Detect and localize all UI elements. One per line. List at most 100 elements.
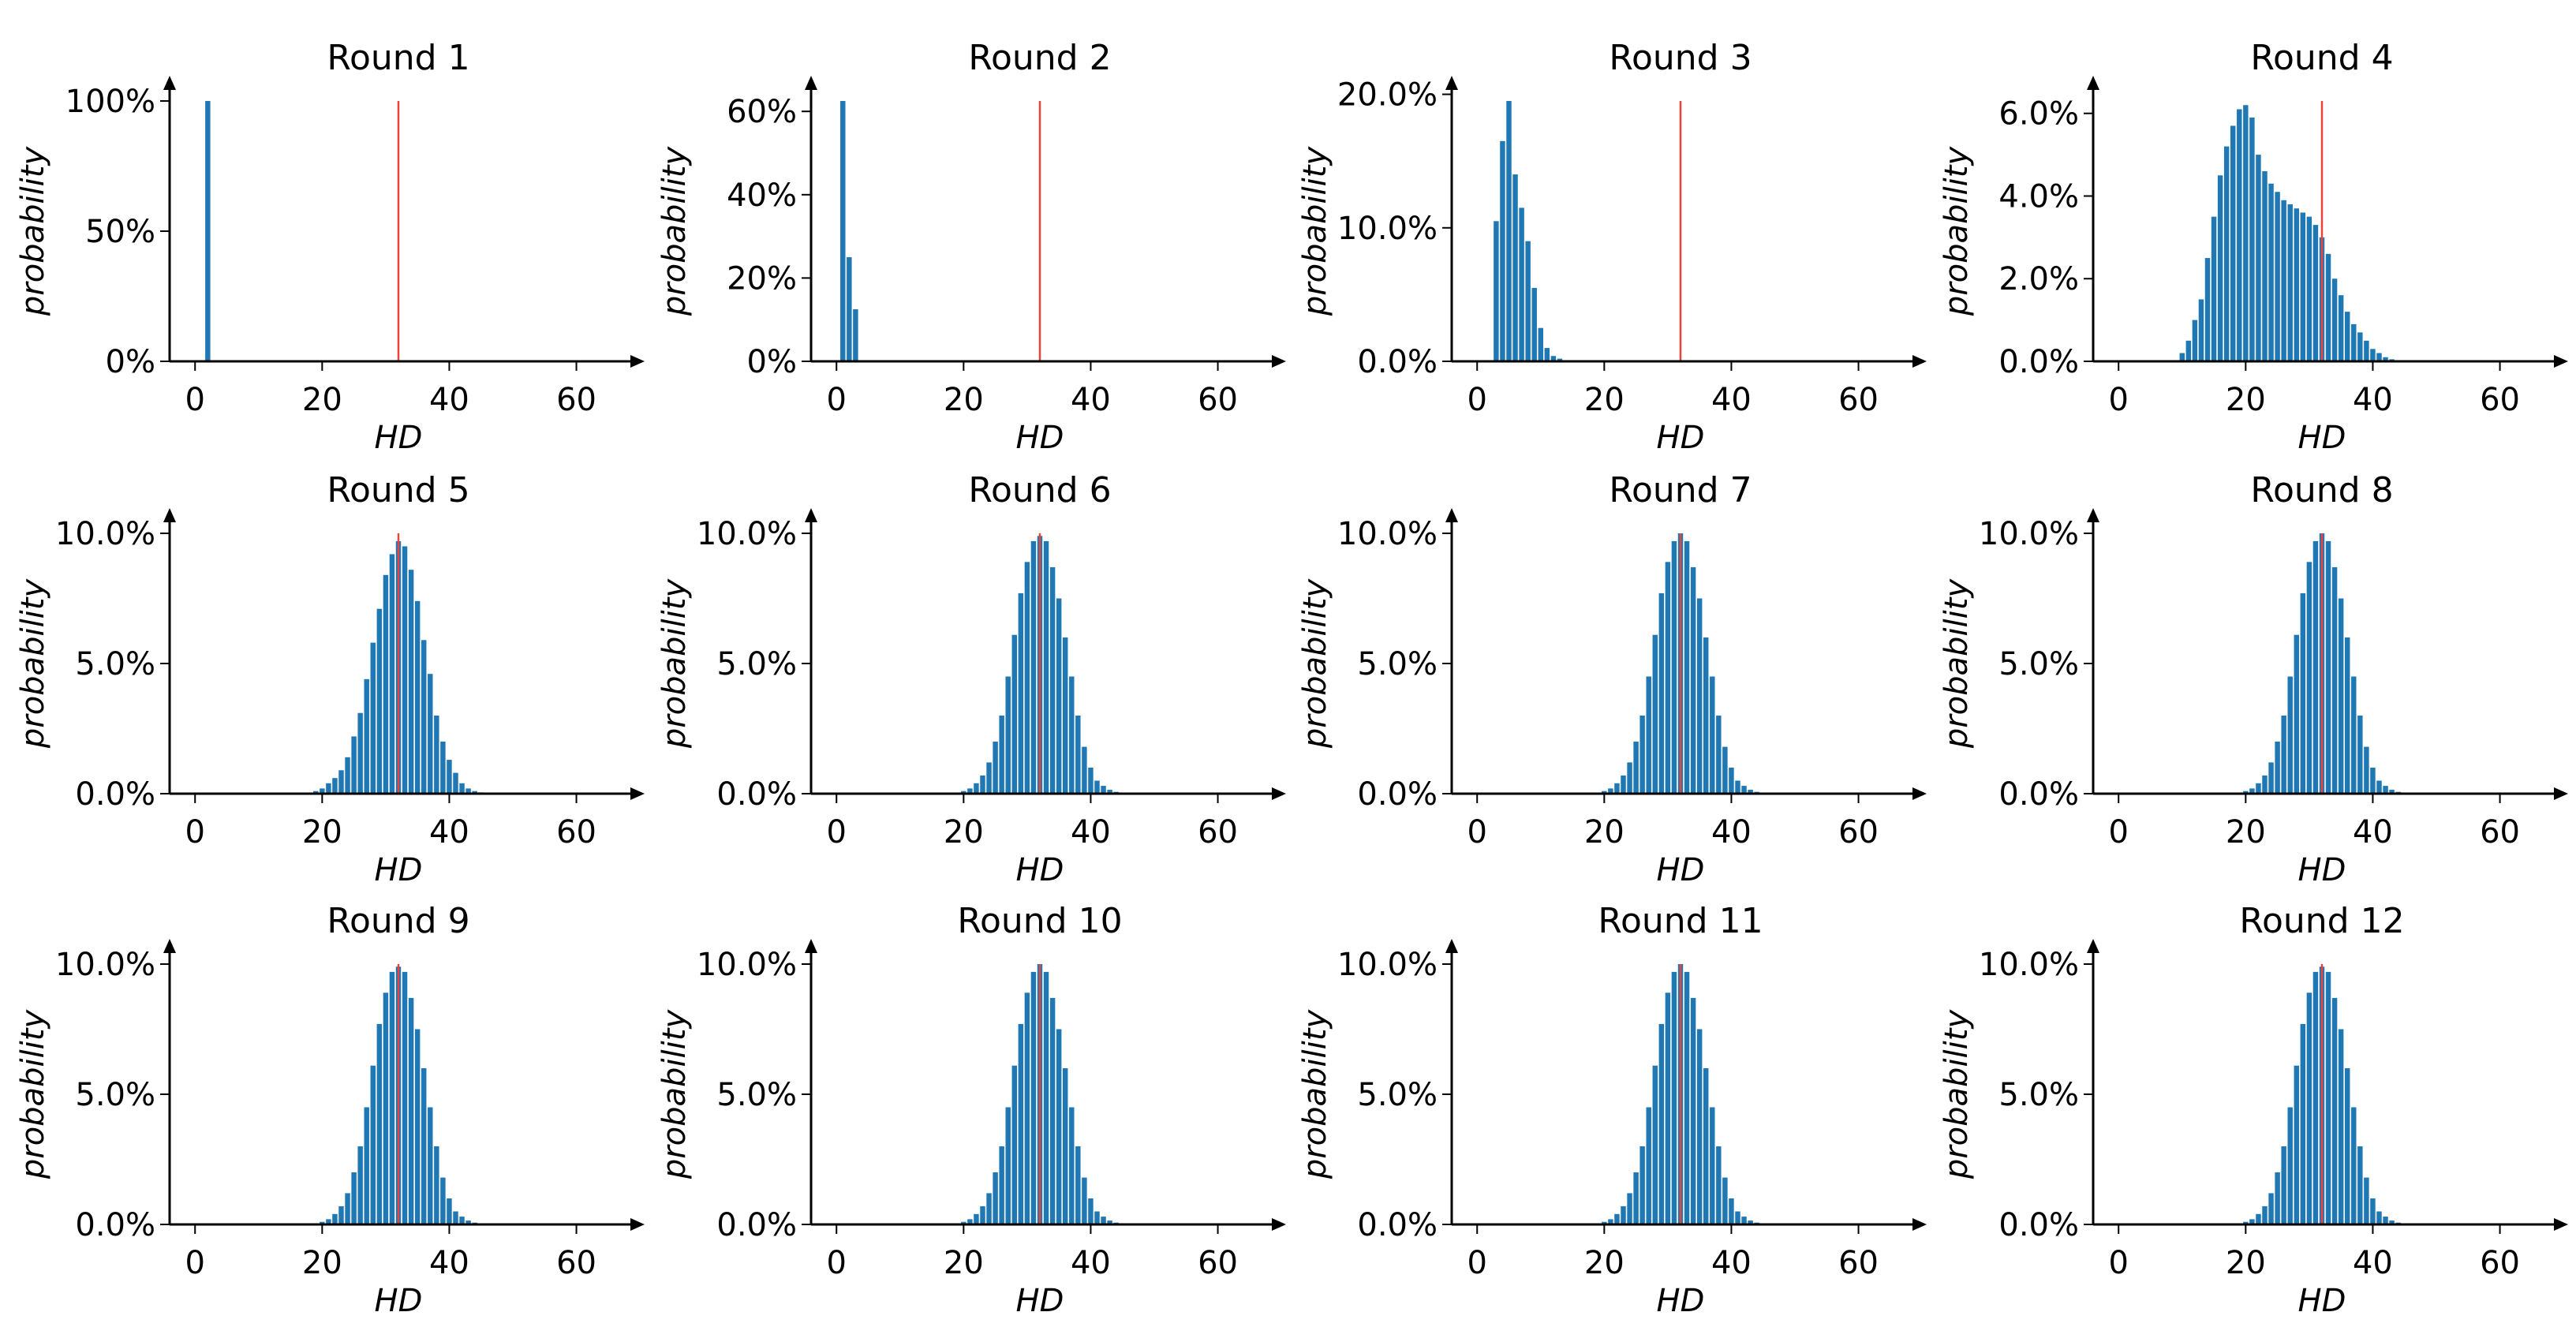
x-axis-arrowhead bbox=[1272, 355, 1286, 368]
y-tick-label: 10.0% bbox=[1337, 516, 1438, 552]
bar bbox=[980, 775, 985, 794]
subplot-title: Round 11 bbox=[1598, 901, 1763, 941]
bar bbox=[1024, 992, 1030, 1224]
y-axis-label: probability bbox=[1297, 578, 1333, 749]
bar bbox=[1005, 676, 1011, 794]
y-tick-label: 60% bbox=[727, 94, 797, 130]
bar bbox=[1011, 1065, 1017, 1224]
bar bbox=[326, 783, 331, 794]
bar bbox=[1608, 1219, 1613, 1224]
bar bbox=[370, 642, 376, 794]
bar bbox=[1018, 1023, 1024, 1224]
bar bbox=[332, 1213, 338, 1224]
bar bbox=[1107, 790, 1112, 794]
bar bbox=[2294, 1065, 2299, 1224]
bar bbox=[326, 1219, 331, 1224]
y-tick-label: 0.0% bbox=[1998, 344, 2079, 380]
bar bbox=[1633, 1172, 1639, 1224]
bar bbox=[338, 1206, 344, 1224]
bar bbox=[1063, 1068, 1068, 1224]
bar bbox=[428, 674, 433, 794]
x-tick-label: 40 bbox=[2353, 1245, 2393, 1281]
bar bbox=[1722, 746, 1728, 794]
bar bbox=[999, 716, 1004, 794]
bar bbox=[986, 762, 992, 794]
x-tick-label: 60 bbox=[1198, 814, 1238, 850]
bar bbox=[1741, 1217, 1747, 1224]
bar bbox=[351, 1172, 357, 1224]
x-tick-label: 0 bbox=[826, 1245, 846, 1281]
bar bbox=[2376, 353, 2382, 361]
bar bbox=[2364, 746, 2369, 794]
x-axis-label: HD bbox=[2298, 420, 2346, 456]
bar bbox=[1608, 788, 1613, 794]
subplot-round-4: 0 20 40 60 0.0% 2.0% 4.0% 6.0% Round 4 HD probabil… bbox=[1939, 38, 2568, 456]
x-tick-label: 60 bbox=[556, 1245, 596, 1281]
y-axis-label: probability bbox=[1939, 578, 1975, 749]
x-axis-label: HD bbox=[1016, 852, 1064, 888]
x-axis-arrowhead bbox=[1272, 1218, 1286, 1231]
bar bbox=[2325, 253, 2331, 361]
bar bbox=[421, 1068, 427, 1224]
bar bbox=[1729, 1198, 1734, 1224]
bar bbox=[389, 971, 395, 1224]
bar bbox=[1538, 327, 1543, 361]
bar bbox=[2383, 357, 2388, 361]
x-axis-arrowhead bbox=[2554, 787, 2568, 800]
x-tick-label: 0 bbox=[1467, 814, 1486, 850]
bar bbox=[2383, 786, 2388, 794]
y-tick-label: 50% bbox=[85, 214, 155, 250]
bar bbox=[1094, 1211, 1100, 1224]
x-tick-label: 20 bbox=[944, 814, 984, 850]
bar bbox=[2389, 790, 2395, 794]
bar bbox=[472, 791, 477, 794]
y-tick-label: 40% bbox=[727, 178, 797, 214]
bar bbox=[1519, 207, 1524, 361]
bar bbox=[1741, 786, 1747, 794]
bar bbox=[2364, 340, 2369, 361]
y-axis-label: probability bbox=[656, 578, 693, 749]
bar bbox=[447, 760, 452, 794]
bar bbox=[428, 1107, 433, 1224]
subplot-title: Round 2 bbox=[968, 38, 1111, 78]
x-tick-label: 60 bbox=[1198, 1245, 1238, 1281]
bar bbox=[440, 1177, 446, 1224]
bar bbox=[1082, 746, 1087, 794]
x-tick-label: 40 bbox=[429, 814, 469, 850]
bar bbox=[1557, 358, 1563, 361]
y-tick-label: 0.0% bbox=[1998, 1207, 2079, 1243]
bar bbox=[986, 1193, 992, 1224]
bar bbox=[1690, 997, 1696, 1224]
y-axis-label: probability bbox=[15, 1009, 51, 1180]
y-axis-arrowhead bbox=[2087, 508, 2099, 522]
subplot-title: Round 6 bbox=[968, 470, 1111, 510]
bar bbox=[1005, 1107, 1011, 1224]
x-tick-label: 40 bbox=[2353, 814, 2393, 850]
bar bbox=[1069, 1107, 1075, 1224]
bar bbox=[421, 640, 427, 794]
x-tick-label: 20 bbox=[944, 1245, 984, 1281]
y-tick-label: 10.0% bbox=[697, 947, 797, 983]
y-tick-label: 10.0% bbox=[1979, 516, 2079, 552]
bar bbox=[2179, 353, 2185, 361]
bar bbox=[320, 788, 325, 794]
y-axis-label: probability bbox=[1939, 1009, 1975, 1180]
bar bbox=[345, 1193, 350, 1224]
bar bbox=[313, 791, 319, 794]
bar bbox=[2300, 212, 2306, 361]
bar bbox=[320, 1221, 325, 1224]
bar bbox=[2237, 109, 2242, 362]
bar bbox=[370, 1065, 376, 1224]
x-tick-label: 40 bbox=[1711, 1245, 1752, 1281]
y-tick-label: 6.0% bbox=[1998, 96, 2079, 133]
bar bbox=[2262, 775, 2268, 794]
x-tick-label: 0 bbox=[826, 814, 846, 850]
bar bbox=[465, 1220, 471, 1224]
y-axis-arrowhead bbox=[805, 508, 817, 522]
bar bbox=[1684, 540, 1690, 794]
bar bbox=[2281, 716, 2286, 794]
y-axis-arrowhead bbox=[163, 508, 176, 522]
bar bbox=[2345, 637, 2350, 794]
bar bbox=[1101, 786, 1106, 794]
bar bbox=[1011, 634, 1017, 794]
